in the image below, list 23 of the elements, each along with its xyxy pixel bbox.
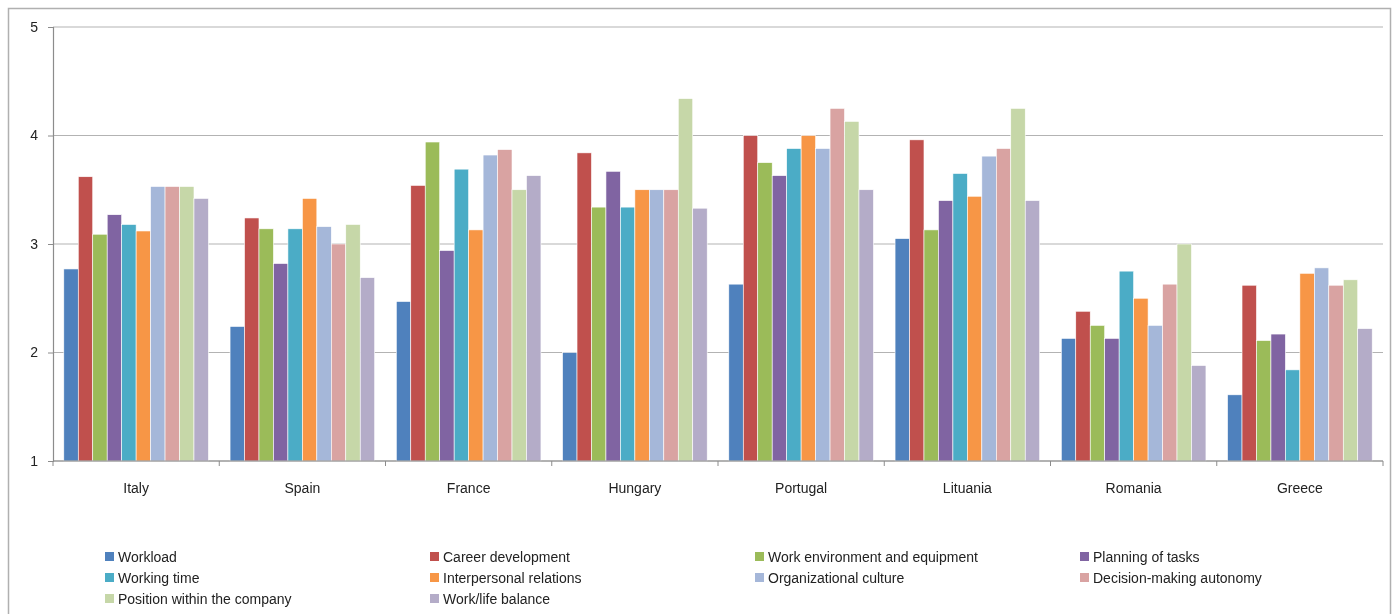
x-tick-label: Lituania [942, 479, 993, 496]
y-tick-label: 4 [30, 127, 39, 144]
legend-label: Work environment and equipment [768, 548, 978, 565]
legend-label: Career development [443, 548, 570, 565]
y-tick-label: 1 [30, 452, 39, 469]
legend-label: Work/life balance [443, 590, 551, 607]
y-tick-label: 2 [30, 344, 39, 361]
x-tick-label: France [446, 479, 491, 496]
x-tick-label: Italy [123, 479, 149, 496]
y-tick-label: 5 [30, 18, 39, 35]
legend-label: Position within the company [118, 590, 292, 607]
legend-label: Planning of tasks [1093, 548, 1200, 565]
legend-label: Organizational culture [768, 569, 905, 586]
x-tick-label: Spain [284, 479, 321, 496]
legend-label: Interpersonal relations [443, 569, 582, 586]
y-tick-label: 3 [30, 235, 39, 252]
legend-label: Working time [118, 569, 200, 586]
x-tick-label: Greece [1276, 479, 1324, 496]
x-tick-label: Hungary [608, 479, 662, 496]
legend-label: Workload [118, 548, 177, 565]
x-tick-label: Romania [1105, 479, 1162, 496]
legend-label: Decision-making autonomy [1093, 569, 1262, 586]
x-tick-label: Portugal [775, 479, 828, 496]
